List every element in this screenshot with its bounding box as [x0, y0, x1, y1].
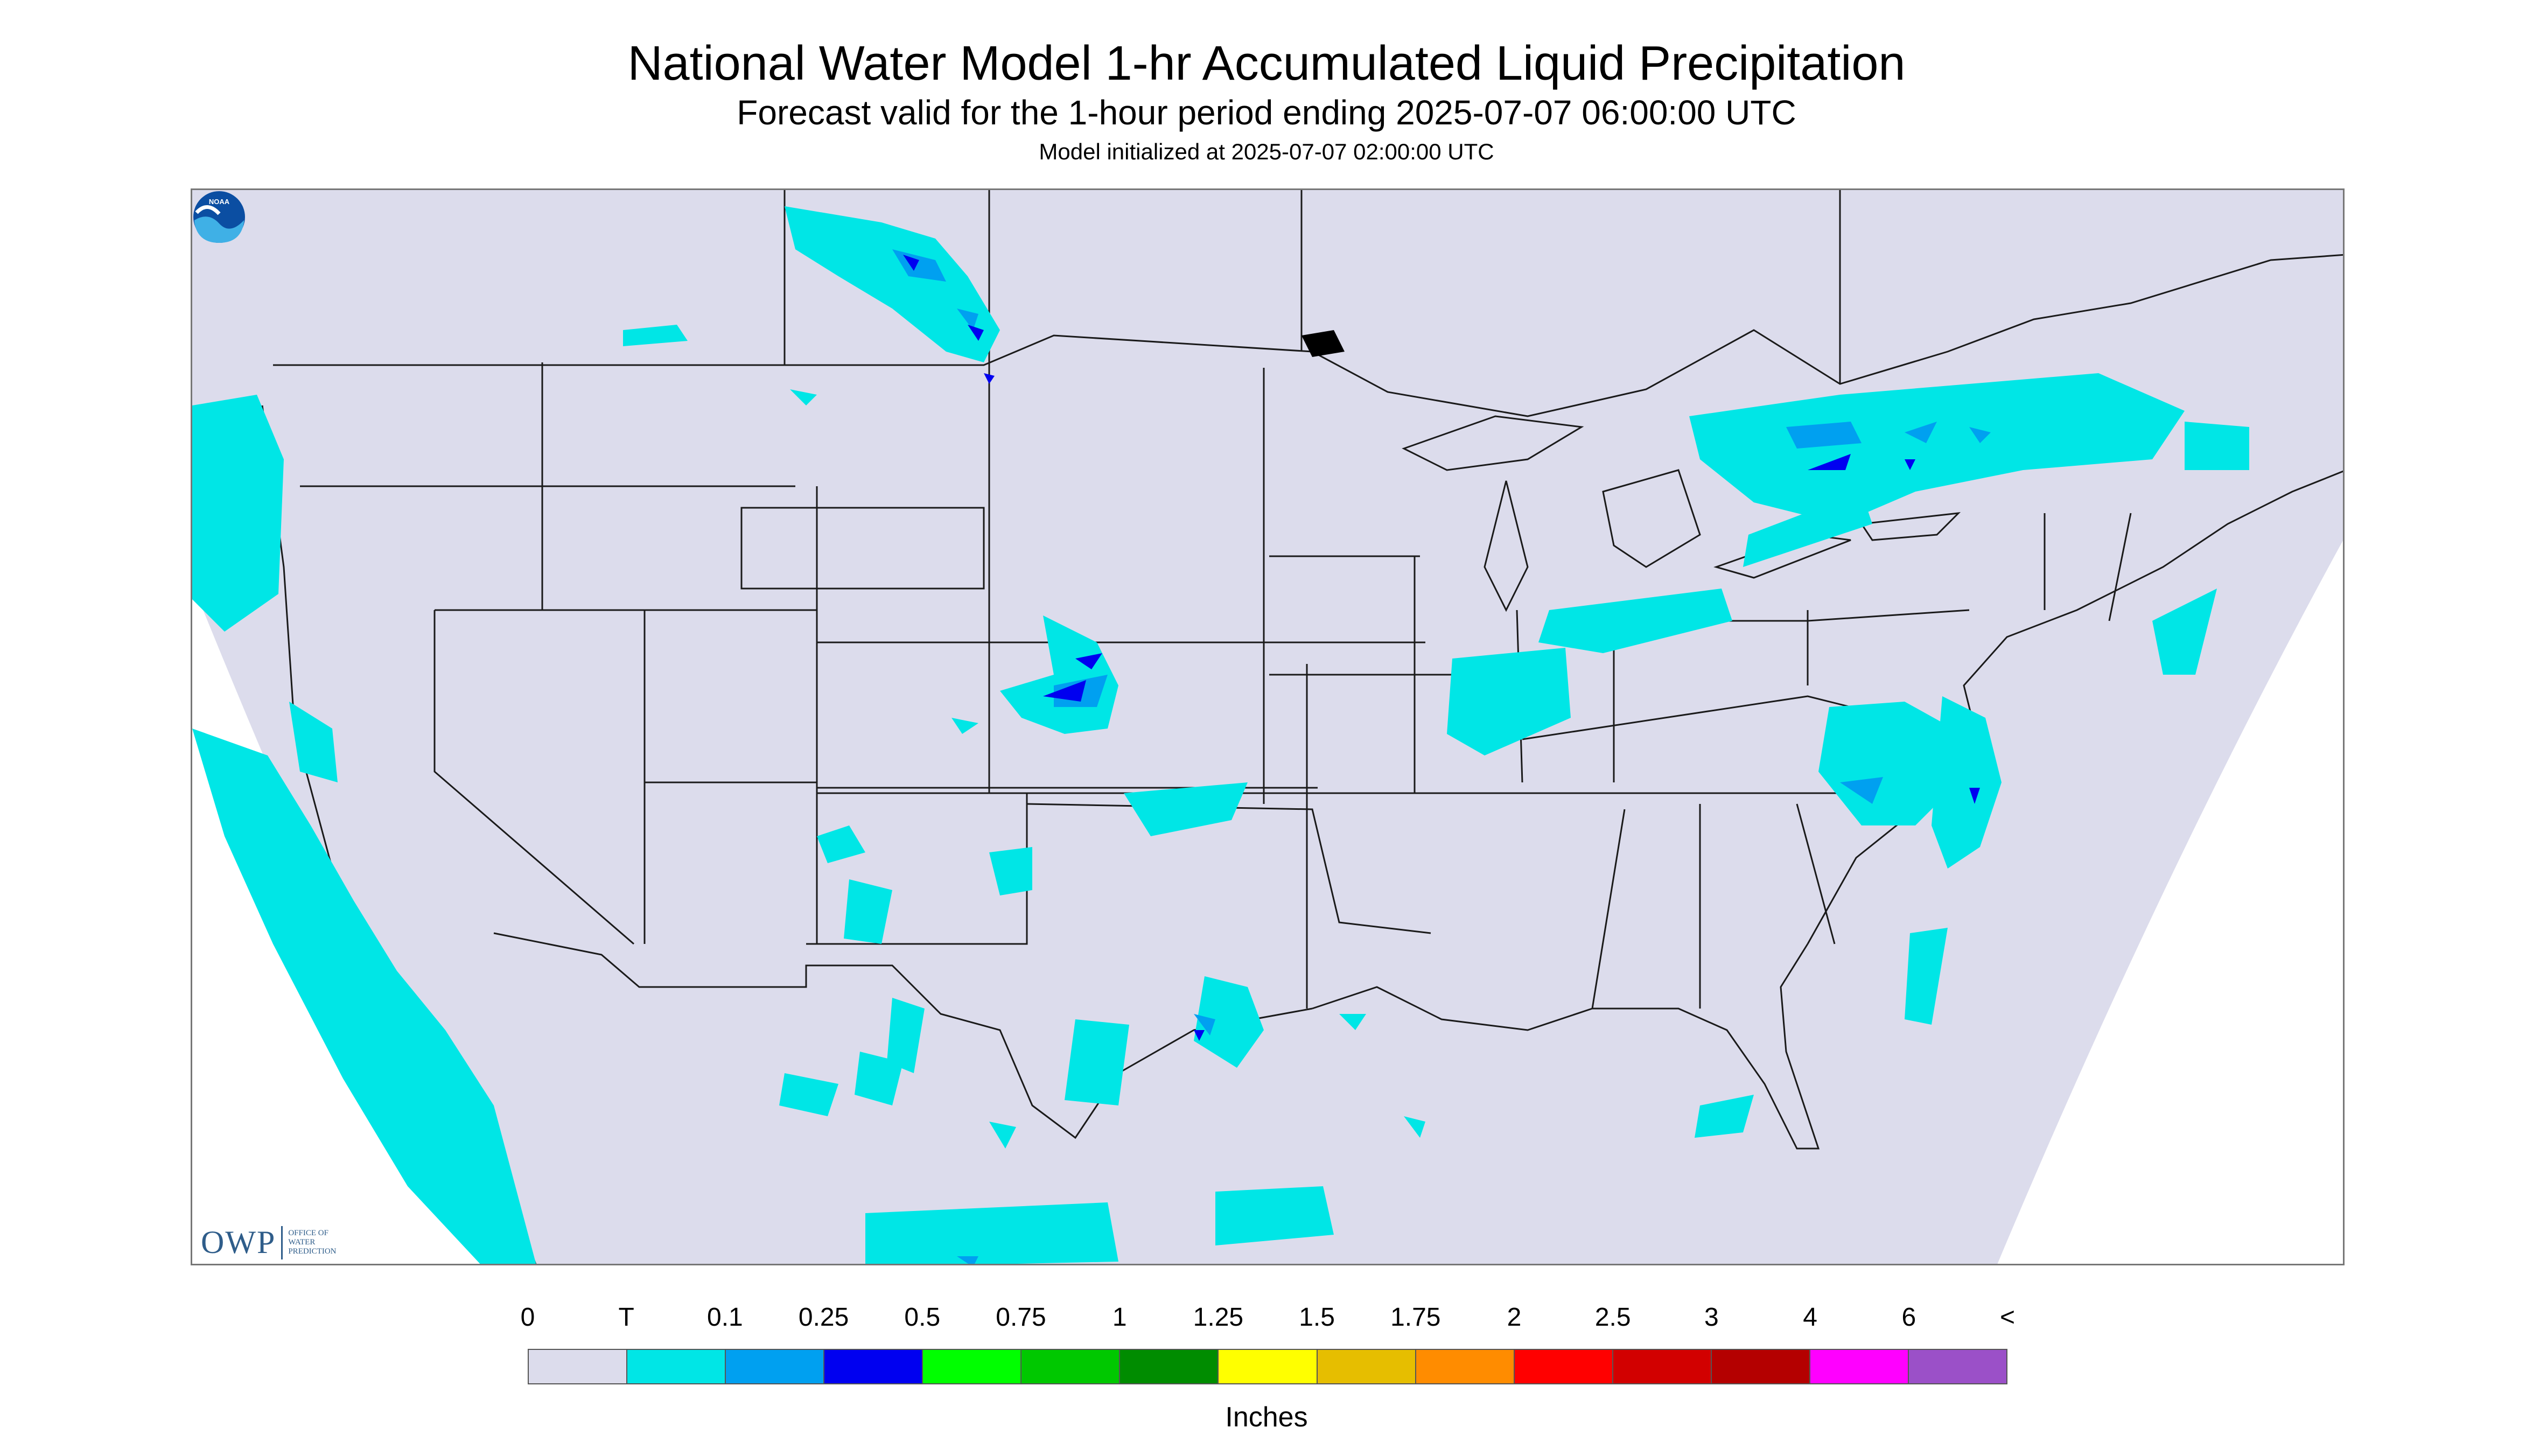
legend-swatch [1711, 1350, 1810, 1383]
legend-swatch [1317, 1350, 1416, 1383]
legend-swatch [726, 1350, 825, 1383]
model-init-time: Model initialized at 2025-07-07 02:00:00… [1039, 139, 1494, 164]
owp-logo-line: PREDICTION [288, 1247, 337, 1256]
color-legend: 0 T 0.1 0.25 0.5 0.75 1 1.25 1.5 1.75 2 2.5 3 4 6 < [521, 1303, 2015, 1384]
legend-swatch [1613, 1350, 1712, 1383]
legend-swatch [1514, 1350, 1613, 1383]
legend-swatch [1219, 1350, 1318, 1383]
lake-outline [1302, 330, 1345, 357]
precip-moderate-areas [903, 255, 1980, 1041]
great-lakes-outline [1860, 512, 1961, 541]
legend-swatch [824, 1350, 923, 1383]
legend-tick-label: 1 [1112, 1303, 1127, 1332]
legend-tick-label: 0.75 [996, 1303, 1046, 1332]
gulf-coastline [1312, 943, 1820, 1150]
legend-tick-label: 1.75 [1390, 1303, 1441, 1332]
legend-tick-label: < [1999, 1303, 2016, 1332]
legend-swatch [1416, 1350, 1515, 1383]
owp-logo-line: WATER [288, 1238, 316, 1247]
legend-tick-label: T [618, 1303, 634, 1332]
legend-swatch [1120, 1350, 1219, 1383]
owp-logo-letters: OWP [201, 1224, 276, 1260]
legend-tick-label: 0.25 [798, 1303, 849, 1332]
legend-tick-label: 4 [1803, 1303, 1817, 1332]
legend-tick-label: 2.5 [1594, 1303, 1631, 1332]
svg-text:NOAA: NOAA [209, 198, 230, 206]
precip-trace-areas [192, 206, 2249, 1264]
legend-swatch [627, 1350, 726, 1383]
legend-tick-label: 6 [1901, 1303, 1916, 1332]
legend-color-bar [528, 1349, 2007, 1384]
legend-swatch [529, 1350, 628, 1383]
great-lakes-outline [1602, 469, 1701, 568]
legend-swatch [923, 1350, 1022, 1383]
legend-swatch [1021, 1350, 1121, 1383]
legend-tick-label: 1.25 [1193, 1303, 1244, 1332]
map-canvas [192, 190, 2343, 1264]
great-lakes-outline [1402, 415, 1584, 471]
legend-tick-label: 3 [1704, 1303, 1719, 1332]
legend-tick-label: 0 [520, 1303, 535, 1332]
legend-units: Inches [1225, 1402, 1308, 1433]
precipitation-map: OWP OFFICE OF WATER PREDICTION NOAA [191, 188, 2345, 1265]
legend-tick-label: 1.5 [1299, 1303, 1335, 1332]
map-title: National Water Model 1-hr Accumulated Li… [627, 37, 1906, 90]
map-subtitle: Forecast valid for the 1-hour period end… [737, 93, 1796, 132]
owp-logo-line: OFFICE OF [288, 1229, 328, 1237]
owp-logo: OWP OFFICE OF WATER PREDICTION [201, 1224, 337, 1261]
legend-tick-label: 2 [1507, 1303, 1522, 1332]
legend-swatch [1810, 1350, 1909, 1383]
noaa-logo-icon: NOAA [193, 191, 245, 243]
great-lakes-outline [1484, 480, 1529, 612]
model-domain [192, 190, 2343, 1264]
legend-tick-label: 0.1 [707, 1303, 743, 1332]
legend-swatch [1908, 1350, 2006, 1383]
legend-tick-label: 0.5 [904, 1303, 941, 1332]
us-canada-border [273, 254, 2343, 417]
